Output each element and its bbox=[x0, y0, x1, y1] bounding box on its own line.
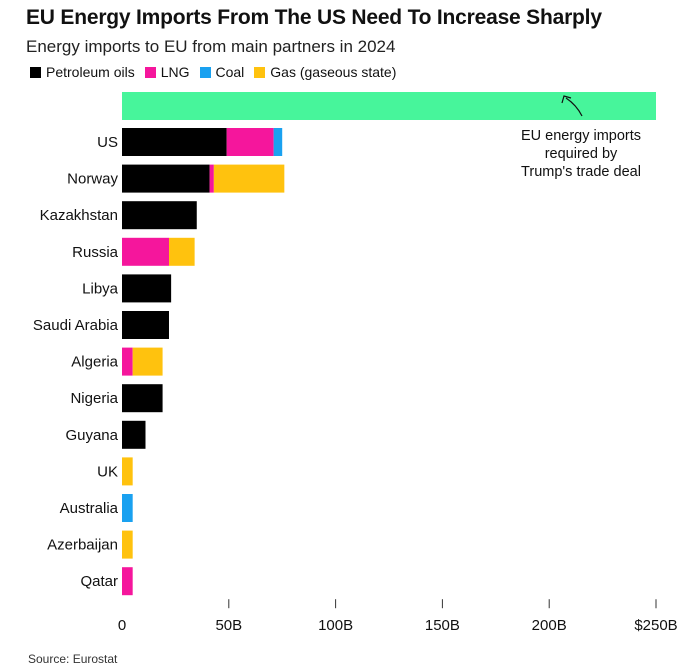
x-tick-label-0: 0 bbox=[118, 617, 126, 634]
legend-swatch-lng bbox=[144, 66, 156, 78]
bar-us-coal bbox=[273, 128, 283, 156]
x-tick-label-200: 200B bbox=[532, 617, 567, 634]
bar-australia-coal bbox=[122, 494, 133, 522]
bar-uk-gas-gaseous-state bbox=[122, 457, 133, 486]
bar-nigeria-petroleum-oils bbox=[122, 384, 163, 413]
chart-title: EU Energy Imports From The US Need To In… bbox=[26, 6, 602, 29]
bar-libya-petroleum-oils bbox=[122, 274, 172, 303]
category-label-us: US bbox=[97, 134, 118, 151]
bar-algeria-lng bbox=[122, 347, 133, 376]
category-label-australia: Australia bbox=[60, 500, 119, 517]
annotation-line-3: Trump's trade deal bbox=[521, 164, 641, 180]
category-label-libya: Libya bbox=[82, 280, 119, 297]
annotation-arrow bbox=[565, 97, 583, 117]
category-label-guyana: Guyana bbox=[65, 427, 118, 444]
bar-russia-gas-gaseous-state bbox=[168, 237, 195, 266]
source-note: Source: Eurostat bbox=[28, 652, 118, 666]
legend-item-coal: Coal bbox=[199, 64, 245, 80]
x-tick-label-100: 100B bbox=[318, 617, 353, 634]
legend-swatch-gas bbox=[254, 66, 266, 78]
bar-norway-petroleum-oils bbox=[122, 164, 210, 193]
legend-item-gas: Gas (gaseous state) bbox=[254, 64, 396, 80]
x-tick-label-150: 150B bbox=[425, 617, 460, 634]
x-tick-label-250: $250B bbox=[634, 617, 677, 634]
category-label-kazakhstan: Kazakhstan bbox=[40, 207, 118, 224]
annotation-arrowhead bbox=[561, 95, 572, 104]
legend-label-coal: Coal bbox=[215, 64, 245, 80]
legend-item-lng: LNG bbox=[144, 64, 190, 80]
category-label-qatar: Qatar bbox=[80, 573, 118, 590]
bar-algeria-gas-gaseous-state bbox=[132, 347, 163, 376]
legend-label-lng: LNG bbox=[160, 64, 190, 80]
bar-us-lng bbox=[226, 128, 274, 156]
category-label-nigeria: Nigeria bbox=[70, 390, 118, 407]
legend: Petroleum oils LNG Coal Gas (gaseous sta… bbox=[30, 64, 406, 80]
category-label-uk: UK bbox=[97, 463, 118, 480]
bar-russia-lng bbox=[122, 237, 169, 266]
category-label-saudi-arabia: Saudi Arabia bbox=[33, 317, 119, 334]
legend-label-gas: Gas (gaseous state) bbox=[270, 64, 397, 80]
category-label-azerbaijan: Azerbaijan bbox=[47, 537, 118, 554]
annotation-line-1: EU energy imports bbox=[521, 128, 641, 144]
bar-kazakhstan-petroleum-oils bbox=[122, 201, 197, 230]
bar-norway-gas-gaseous-state bbox=[213, 164, 285, 193]
legend-label-petroleum: Petroleum oils bbox=[46, 64, 135, 80]
bar-norway-lng bbox=[209, 164, 214, 193]
category-label-algeria: Algeria bbox=[71, 354, 118, 371]
x-tick-label-50: 50B bbox=[215, 617, 242, 634]
category-label-russia: Russia bbox=[72, 244, 119, 261]
legend-swatch-petroleum bbox=[30, 66, 41, 78]
chart-subtitle: Energy imports to EU from main partners … bbox=[26, 37, 396, 56]
bar-saudi-arabia-petroleum-oils bbox=[122, 311, 169, 339]
bar-qatar-lng bbox=[122, 567, 133, 596]
bar-guyana-petroleum-oils bbox=[122, 420, 146, 449]
annotation-line-2: required by bbox=[545, 146, 618, 162]
category-label-norway: Norway bbox=[67, 171, 118, 188]
bar-azerbaijan-gas-gaseous-state bbox=[122, 530, 133, 559]
legend-item-petroleum: Petroleum oils bbox=[30, 64, 135, 80]
bar-us-petroleum-oils bbox=[122, 128, 227, 156]
legend-swatch-coal bbox=[199, 66, 211, 78]
